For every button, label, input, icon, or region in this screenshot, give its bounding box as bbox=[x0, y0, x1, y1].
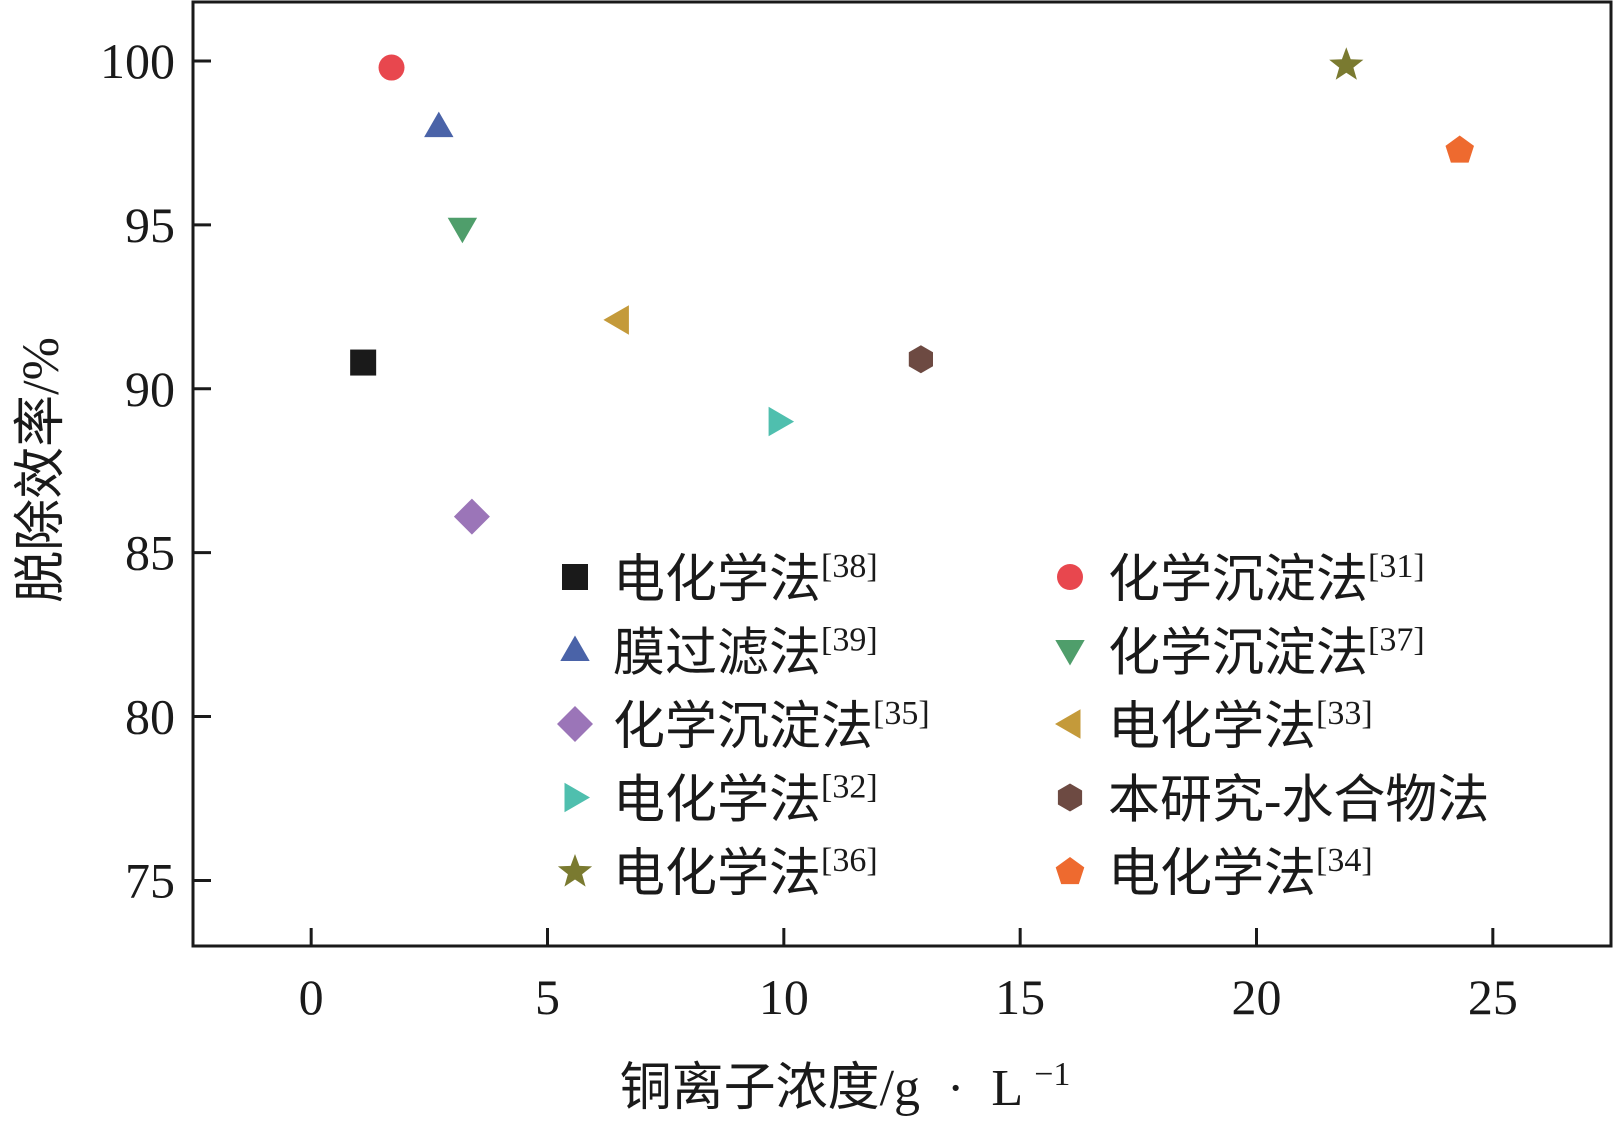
legend-label-name: 化学沉淀法 bbox=[613, 699, 873, 756]
x-axis-title-unit: L bbox=[991, 1060, 1021, 1117]
data-point-star bbox=[1329, 47, 1364, 80]
data-point-triangle-down bbox=[447, 217, 478, 244]
legend-marker-circle bbox=[1057, 564, 1083, 590]
legend-label-name: 电化学法 bbox=[613, 552, 821, 609]
y-tick-label: 80 bbox=[125, 689, 175, 745]
legend-item: 电化学法[34] bbox=[1055, 842, 1373, 903]
y-tick-label: 95 bbox=[125, 197, 175, 253]
legend-label: 膜过滤法[39] bbox=[613, 622, 878, 683]
legend-marker-pentagon bbox=[1055, 857, 1085, 885]
data-point-triangle-right bbox=[768, 406, 795, 437]
legend: 电化学法[38] 化学沉淀法[31]膜过滤法[39] 化学沉淀法[37]化学沉淀法[… bbox=[557, 548, 1489, 903]
x-tick-label: 15 bbox=[995, 969, 1045, 1025]
data-point-square bbox=[350, 349, 377, 376]
legend-marker-hexagon bbox=[1057, 783, 1083, 812]
data-point-triangle-left bbox=[603, 305, 629, 335]
legend-marker-star bbox=[557, 854, 593, 887]
legend-label-name: 电化学法 bbox=[1108, 699, 1316, 756]
legend-label-name: 膜过滤法 bbox=[613, 626, 821, 683]
legend-item: 电化学法[36] bbox=[557, 842, 878, 903]
legend-item: 电化学法[33] bbox=[1055, 695, 1373, 756]
data-point-pentagon bbox=[1445, 135, 1474, 163]
x-axis-title: 铜离子浓度/g · L −1 bbox=[620, 1056, 1071, 1117]
x-tick-label: 10 bbox=[759, 969, 809, 1025]
legend-label-ref: [31] bbox=[1368, 548, 1425, 585]
y-tick-label: 85 bbox=[125, 525, 175, 581]
legend-marker-triangle-right bbox=[564, 782, 590, 813]
x-tick-label: 20 bbox=[1232, 969, 1282, 1025]
legend-label: 化学沉淀法[35] bbox=[613, 695, 930, 756]
data-point-circle bbox=[378, 54, 405, 81]
legend-label: 本研究-水合物法 bbox=[1108, 773, 1489, 830]
legend-label-ref: [33] bbox=[1316, 695, 1373, 732]
x-axis-title-exp: −1 bbox=[1034, 1056, 1070, 1093]
legend-label-name: 化学沉淀法 bbox=[1108, 552, 1368, 609]
legend-item: 本研究-水合物法 bbox=[1057, 773, 1489, 830]
legend-marker-triangle-down bbox=[1055, 640, 1085, 666]
legend-label-name: 电化学法 bbox=[613, 773, 821, 830]
legend-label-ref: [36] bbox=[821, 842, 878, 879]
x-tick-label: 25 bbox=[1468, 969, 1518, 1025]
legend-item: 化学沉淀法[31] bbox=[1057, 548, 1425, 609]
legend-marker-square bbox=[562, 564, 588, 590]
legend-label: 化学沉淀法[37] bbox=[1108, 622, 1425, 683]
legend-label-ref: [32] bbox=[821, 769, 878, 806]
legend-label: 电化学法[33] bbox=[1108, 695, 1373, 756]
x-axis-title-sep: · bbox=[947, 1060, 964, 1117]
legend-item: 电化学法[38] bbox=[562, 548, 878, 609]
legend-label-name: 电化学法 bbox=[1108, 846, 1316, 903]
data-point-triangle-up bbox=[424, 111, 454, 138]
data-points bbox=[350, 47, 1474, 535]
x-axis: 0 5 10 15 20 25 bbox=[299, 928, 1518, 1025]
legend-label: 电化学法[32] bbox=[613, 769, 878, 830]
y-tick-label: 100 bbox=[100, 33, 175, 89]
legend-label-ref: [37] bbox=[1368, 622, 1425, 659]
x-tick-label: 0 bbox=[299, 969, 324, 1025]
legend-marker-diamond bbox=[557, 706, 593, 742]
legend-label-ref: [34] bbox=[1316, 842, 1373, 879]
y-tick-label: 90 bbox=[125, 361, 175, 417]
legend-label: 电化学法[36] bbox=[613, 842, 878, 903]
legend-label: 化学沉淀法[31] bbox=[1108, 548, 1425, 609]
legend-item: 电化学法[32] bbox=[564, 769, 878, 830]
y-axis-title: 脱除效率/% bbox=[13, 337, 70, 603]
legend-label-ref: [35] bbox=[873, 695, 930, 732]
legend-label-ref: [39] bbox=[821, 622, 878, 659]
x-axis-title-main: 铜离子浓度/g bbox=[620, 1060, 920, 1117]
y-axis: 75 80 85 90 95 100 bbox=[100, 33, 211, 908]
legend-label: 电化学法[34] bbox=[1108, 842, 1373, 903]
legend-label-ref: [38] bbox=[821, 548, 878, 585]
legend-marker-triangle-up bbox=[560, 635, 590, 661]
data-point-diamond bbox=[453, 498, 490, 535]
y-tick-label: 75 bbox=[125, 852, 175, 908]
legend-item: 化学沉淀法[37] bbox=[1055, 622, 1425, 683]
plot-frame bbox=[191, 0, 1613, 948]
data-point-hexagon bbox=[908, 345, 933, 374]
legend-label: 电化学法[38] bbox=[613, 548, 878, 609]
legend-label-name: 电化学法 bbox=[613, 846, 821, 903]
legend-item: 化学沉淀法[35] bbox=[557, 695, 930, 756]
legend-item: 膜过滤法[39] bbox=[560, 622, 878, 683]
legend-label-name: 本研究-水合物法 bbox=[1108, 773, 1489, 830]
legend-marker-triangle-left bbox=[1055, 709, 1081, 739]
legend-label-name: 化学沉淀法 bbox=[1108, 626, 1368, 683]
x-tick-label: 5 bbox=[535, 969, 560, 1025]
